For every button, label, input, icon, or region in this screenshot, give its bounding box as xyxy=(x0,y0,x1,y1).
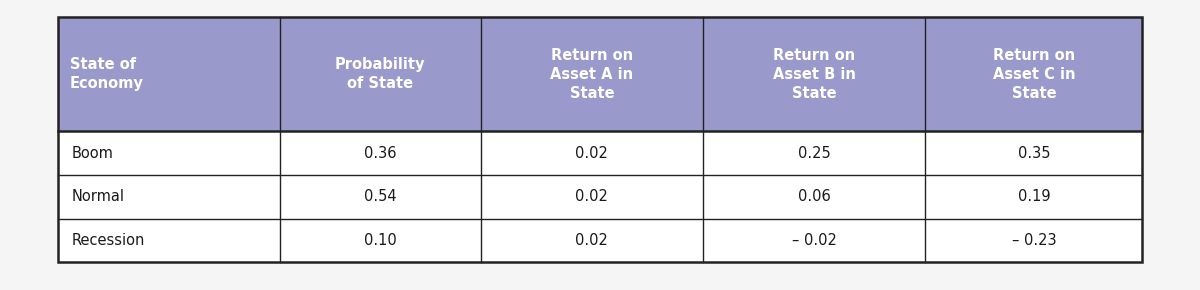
Text: 0.02: 0.02 xyxy=(576,146,608,161)
Text: 0.02: 0.02 xyxy=(576,233,608,248)
Text: – 0.02: – 0.02 xyxy=(792,233,836,248)
Text: Return on
Asset B in
State: Return on Asset B in State xyxy=(773,48,856,101)
Text: Normal: Normal xyxy=(72,189,125,204)
Text: 0.25: 0.25 xyxy=(798,146,830,161)
Text: 0.19: 0.19 xyxy=(1018,189,1050,204)
Text: Return on
Asset A in
State: Return on Asset A in State xyxy=(551,48,634,101)
Text: Return on
Asset C in
State: Return on Asset C in State xyxy=(992,48,1075,101)
Text: 0.54: 0.54 xyxy=(364,189,397,204)
Text: 0.35: 0.35 xyxy=(1018,146,1050,161)
Text: – 0.23: – 0.23 xyxy=(1012,233,1056,248)
Text: Probability
of State: Probability of State xyxy=(335,57,426,91)
Text: 0.36: 0.36 xyxy=(364,146,396,161)
Text: 0.06: 0.06 xyxy=(798,189,830,204)
Text: State of
Economy: State of Economy xyxy=(70,57,144,91)
Text: 0.02: 0.02 xyxy=(576,189,608,204)
Text: 0.10: 0.10 xyxy=(364,233,397,248)
Text: Recession: Recession xyxy=(72,233,145,248)
Text: Boom: Boom xyxy=(72,146,114,161)
